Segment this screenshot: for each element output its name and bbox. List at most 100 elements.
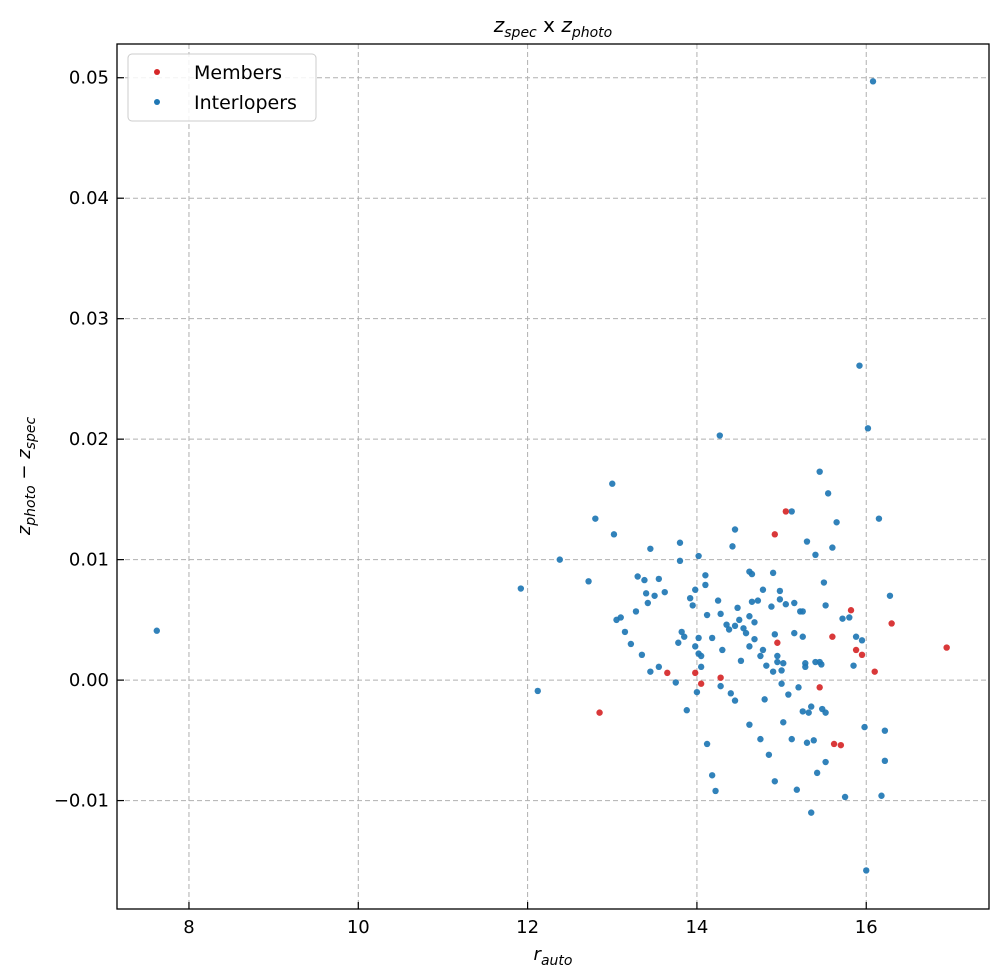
data-point-interloper: [763, 662, 770, 669]
data-point-interloper: [683, 707, 690, 714]
data-point-interloper: [736, 616, 743, 624]
data-point-interloper: [717, 610, 724, 618]
data-point-interloper: [714, 597, 722, 604]
data-point-interloper: [829, 544, 836, 551]
data-point-interloper: [697, 663, 705, 671]
data-point-interloper: [820, 579, 828, 586]
data-point-interloper: [661, 588, 668, 596]
data-point-interloper: [642, 590, 650, 597]
data-point-interloper: [751, 635, 758, 643]
data-point-interloper: [692, 643, 699, 650]
data-point-interloper: [869, 78, 877, 85]
axis-ticks: 8 10 12 14 16 −0.01 0.00 0.01 0.02 0.03 0.04 0.05: [54, 68, 878, 938]
data-point-interloper: [881, 757, 889, 765]
x-tick-label: 8: [183, 917, 194, 938]
data-point-interloper: [717, 682, 724, 690]
data-point-interloper: [746, 721, 753, 728]
data-point-interloper: [864, 425, 872, 432]
y-tick-label: 0.01: [69, 550, 109, 571]
data-point-interloper: [517, 585, 525, 592]
data-point-interloper: [782, 601, 790, 608]
data-point-interloper: [731, 526, 739, 533]
data-point-member: [692, 669, 699, 677]
data-point-interloper: [878, 792, 885, 799]
data-point-interloper: [655, 575, 663, 583]
data-point-member: [847, 607, 855, 614]
data-point-interloper: [647, 545, 654, 552]
data-point-member: [829, 633, 836, 640]
data-point-interloper: [808, 703, 815, 710]
data-point-interloper: [638, 651, 646, 659]
y-tick-label: 0.05: [69, 68, 109, 89]
data-point-interloper: [846, 614, 853, 621]
plot-frame: [116, 43, 990, 910]
data-point-member: [774, 639, 781, 646]
data-point-interloper: [675, 639, 682, 646]
data-point-interloper: [609, 480, 616, 487]
data-point-interloper: [689, 602, 696, 609]
data-point-interloper: [621, 628, 629, 636]
data-point-interloper: [850, 662, 857, 669]
data-point-interloper: [723, 621, 730, 628]
data-point-interloper: [858, 637, 866, 644]
data-point-interloper: [802, 663, 809, 671]
data-point-interloper: [740, 625, 747, 632]
legend-box: [127, 53, 317, 122]
data-point-interloper: [632, 608, 640, 615]
data-point-interloper: [824, 490, 832, 497]
data-point-interloper: [812, 551, 819, 559]
y-tick-label: −0.01: [54, 791, 109, 812]
data-point-interloper: [771, 778, 779, 785]
data-point-interloper: [808, 809, 815, 816]
data-point-interloper: [585, 578, 592, 585]
data-point-interloper: [757, 735, 764, 743]
data-point-member: [664, 669, 671, 677]
data-point-interloper: [693, 688, 701, 696]
data-point-interloper: [881, 727, 889, 734]
data-point-member: [858, 651, 866, 659]
data-point-interloper: [731, 622, 739, 630]
data-point-interloper: [681, 633, 688, 640]
data-point-interloper: [634, 573, 641, 580]
data-point-interloper: [810, 737, 817, 744]
data-point-interloper: [708, 772, 716, 779]
data-point-member: [697, 680, 705, 687]
data-point-interloper: [778, 680, 785, 687]
data-point-interloper: [716, 432, 723, 439]
legend-label-members: Members: [194, 62, 282, 84]
data-point-interloper: [647, 668, 654, 675]
data-point-interloper: [556, 556, 563, 563]
data-point-interloper: [692, 586, 699, 593]
data-point-interloper: [852, 633, 860, 640]
data-point-interloper: [776, 587, 784, 595]
data-point-interloper: [725, 626, 733, 633]
y-tick-label: 0.03: [69, 309, 109, 330]
data-point-interloper: [863, 867, 870, 874]
y-tick-label: 0.02: [69, 429, 109, 450]
legend-marker-members: [154, 69, 160, 75]
data-point-interloper: [719, 646, 726, 654]
data-point-interloper: [875, 515, 883, 522]
data-point-interloper: [769, 569, 777, 577]
data-point-interloper: [818, 661, 825, 668]
data-point-interloper: [776, 596, 784, 603]
data-point-member: [782, 508, 790, 515]
y-axis-label: zphoto − zspec: [14, 417, 39, 537]
data-point-interloper: [697, 652, 705, 660]
data-point-interloper: [841, 793, 849, 801]
data-point-interloper: [651, 592, 658, 599]
data-point-interloper: [780, 660, 787, 667]
data-point-interloper: [774, 658, 781, 666]
legend-marker-interlopers: [154, 99, 160, 105]
data-point-interloper: [686, 594, 694, 602]
data-point-interloper: [768, 603, 775, 610]
data-point-interloper: [695, 634, 702, 642]
data-point-interloper: [771, 631, 779, 638]
data-point-interloper: [822, 602, 829, 609]
data-point-member: [837, 741, 845, 749]
data-point-member: [596, 709, 603, 716]
data-point-member: [852, 646, 860, 654]
data-point-interloper: [751, 619, 758, 626]
